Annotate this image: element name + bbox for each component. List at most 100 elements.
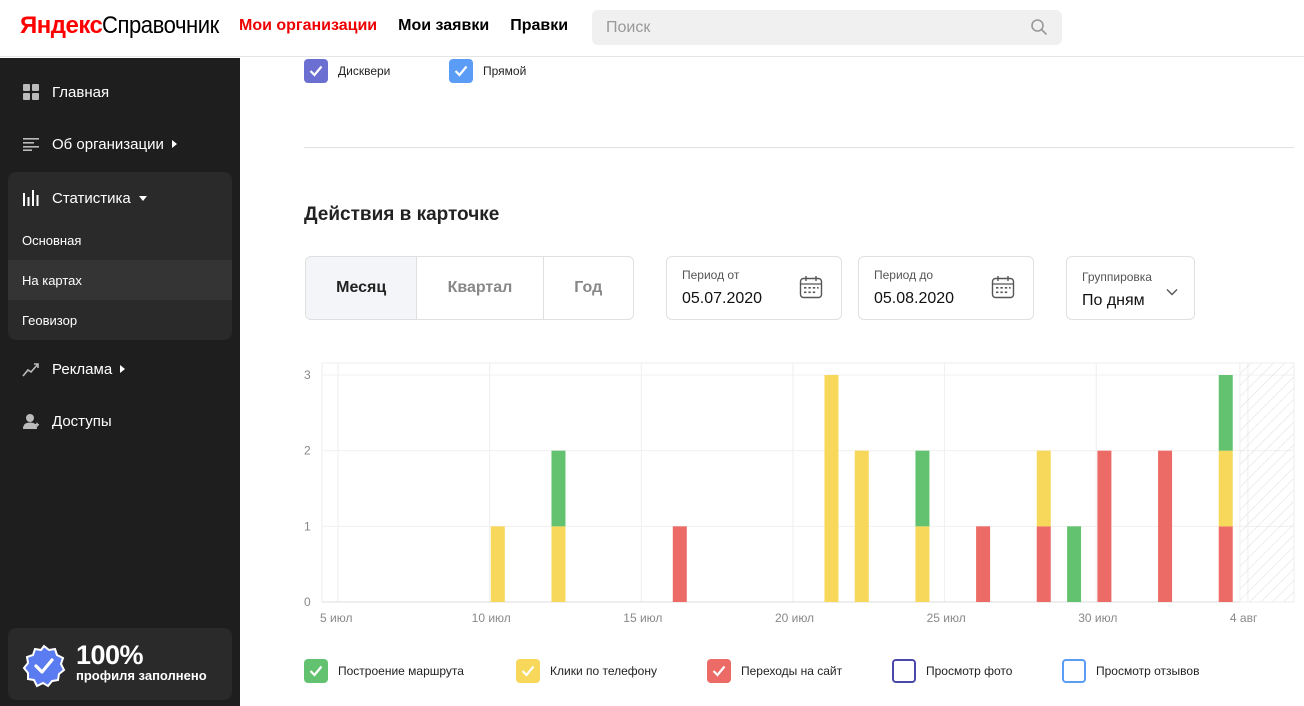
statistics-group: Статистика Основная На картах Геовизор (8, 172, 232, 340)
bar (915, 450, 930, 527)
period-to-label: Период до (874, 268, 934, 282)
x-tick-label: 15 июл (623, 611, 662, 625)
bar (976, 526, 991, 602)
bar (1218, 526, 1233, 602)
sidebar-item-access[interactable]: Доступы (0, 395, 240, 447)
legend-label: Переходы на сайт (741, 664, 843, 678)
sidebar-item-home[interactable]: Главная (0, 66, 240, 118)
checkbox-checked-icon (516, 659, 540, 683)
filter-discovery-label: Дисквери (338, 64, 391, 78)
profile-text: профиля заполнено (76, 668, 207, 683)
legend-item[interactable]: Переходы на сайт (707, 659, 842, 683)
bar (1218, 450, 1233, 527)
profile-percent: 100% (76, 640, 144, 670)
bar (1158, 450, 1173, 602)
checkbox-unchecked-icon (892, 659, 916, 683)
calendar-icon[interactable] (799, 275, 823, 304)
sidebar-subitem-main[interactable]: Основная (22, 232, 82, 248)
future-zone (1239, 362, 1295, 603)
checkbox-checked-icon (449, 59, 473, 83)
bar (1067, 526, 1082, 602)
search-input[interactable] (592, 10, 1062, 45)
period-to-field[interactable]: Период до 05.08.2020 (858, 256, 1034, 320)
logo-yandex: Яндекс (20, 12, 103, 39)
actions-chart: 0 1 2 3 5 июл 10 июл 15 июл 20 июл 25 июл 30 июл 4… (296, 356, 1296, 632)
plot-area (321, 362, 1295, 603)
bar (551, 450, 566, 527)
period-from-label: Период от (682, 268, 740, 282)
checkbox-checked-icon (707, 659, 731, 683)
legend-item[interactable]: Клики по телефону (516, 659, 657, 683)
sidebar-item-about[interactable]: Об организации (0, 118, 240, 170)
checkbox-checked-icon (304, 59, 328, 83)
chevron-right-icon (120, 365, 126, 373)
logo-spravochnik: Справочник (102, 12, 220, 39)
verified-badge-icon (22, 644, 66, 693)
list-icon (22, 135, 40, 153)
sidebar-subitem-geovisor[interactable]: Геовизор (22, 312, 78, 328)
sidebar-item-ads[interactable]: Реклама (0, 343, 240, 395)
sidebar-item-label: Об организации (52, 135, 164, 153)
top-header: Яндекс Справочник Мои организации Мои за… (0, 0, 1304, 57)
legend-label: Просмотр отзывов (1096, 664, 1200, 678)
grouping-select[interactable]: Группировка По дням (1066, 256, 1195, 320)
user-icon (22, 412, 40, 430)
period-from-field[interactable]: Период от 05.07.2020 (666, 256, 842, 320)
bar (1097, 450, 1112, 602)
x-tick-label: 20 июл (775, 611, 814, 625)
checkbox-unchecked-icon (1062, 659, 1086, 683)
sidebar-item-statistics[interactable]: Статистика (0, 172, 240, 224)
bar (854, 450, 869, 602)
profile-completion-card[interactable]: 100% профиля заполнено (8, 628, 232, 700)
tab-year[interactable]: Год (574, 279, 603, 296)
sidebar-item-label: Реклама (52, 360, 113, 378)
bar (1036, 526, 1051, 602)
sidebar-item-label: Статистика (52, 189, 131, 207)
filter-discovery-checkbox[interactable]: Дисквери (304, 59, 390, 83)
period-tabs: Месяц Квартал Год (305, 256, 634, 320)
chevron-down-icon (138, 195, 147, 201)
tab-quarter[interactable]: Квартал (417, 257, 544, 319)
search-box (592, 10, 1062, 45)
tab-month[interactable]: Месяц (306, 257, 418, 319)
sidebar-item-label: Главная (52, 83, 110, 101)
sidebar-subitem-on-maps[interactable]: На картах (8, 260, 232, 300)
sidebar: Главная Об организации Статистика Основн… (0, 58, 240, 706)
section-title: Действия в карточке (304, 204, 500, 225)
bar (915, 526, 930, 602)
bar (824, 375, 839, 602)
x-tick-label: 10 июл (472, 611, 511, 625)
legend-label: Клики по телефону (550, 664, 657, 678)
sidebar-item-label: Доступы (52, 412, 112, 430)
bar (672, 526, 687, 602)
grouping-label: Группировка (1082, 270, 1152, 284)
logo[interactable]: Яндекс Справочник (20, 12, 229, 42)
bar (1036, 450, 1051, 527)
search-icon[interactable] (1030, 18, 1048, 41)
section-divider (304, 147, 1294, 148)
trend-icon (22, 360, 40, 378)
checkbox-checked-icon (304, 659, 328, 683)
legend-item[interactable]: Просмотр отзывов (1062, 659, 1199, 683)
nav-my-requests[interactable]: Мои заявки (398, 17, 490, 34)
x-tick-label: 5 июл (320, 611, 352, 625)
calendar-icon[interactable] (991, 275, 1015, 304)
bar (551, 526, 566, 602)
y-tick-label: 3 (304, 368, 311, 382)
nav-my-organizations[interactable]: Мои организации (239, 17, 378, 34)
filter-direct-label: Прямой (483, 64, 527, 78)
bar-chart-icon (22, 189, 40, 207)
nav-edits[interactable]: Правки (510, 17, 569, 34)
chart-svg: 0 1 2 3 5 июл 10 июл 15 июл 20 июл 25 июл 30 июл 4… (304, 362, 1295, 625)
x-tick-label: 30 июл (1078, 611, 1117, 625)
legend-item[interactable]: Просмотр фото (892, 659, 1012, 683)
grouping-value: По дням (1082, 292, 1145, 309)
bar (1218, 375, 1233, 451)
legend-item[interactable]: Построение маршрута (304, 659, 464, 683)
grid-icon (22, 83, 40, 101)
legend-label: Построение маршрута (338, 664, 464, 678)
legend-label: Просмотр фото (926, 664, 1013, 678)
top-nav: Мои организации Мои заявки Правки (239, 17, 568, 35)
bar (490, 526, 505, 602)
filter-direct-checkbox[interactable]: Прямой (449, 59, 526, 83)
